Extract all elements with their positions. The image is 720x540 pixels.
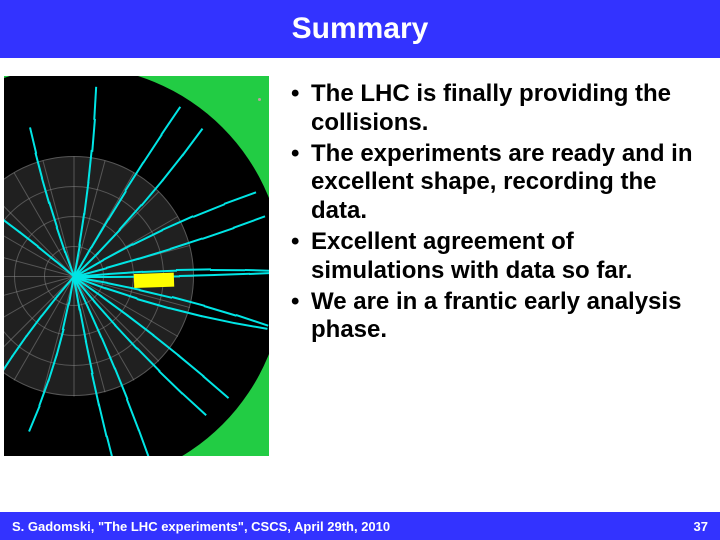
content-area: The LHC is finally providing the collisi…	[0, 58, 720, 456]
bullet-item: Excellent agreement of simulations with …	[287, 228, 704, 286]
footer-citation: S. Gadomski, "The LHC experiments", CSCS…	[12, 519, 390, 534]
bullet-item: We are in a frantic early analysis phase…	[287, 288, 704, 346]
detector-event-display	[4, 76, 269, 456]
bullet-item: The LHC is finally providing the collisi…	[287, 80, 704, 138]
slide-number: 37	[694, 519, 708, 534]
title-bar: Summary	[0, 0, 720, 58]
footer-bar: S. Gadomski, "The LHC experiments", CSCS…	[0, 512, 720, 540]
bullet-list: The LHC is finally providing the collisi…	[287, 76, 704, 456]
bullet-item: The experiments are ready and in excelle…	[287, 140, 704, 226]
slide-title: Summary	[292, 12, 429, 46]
